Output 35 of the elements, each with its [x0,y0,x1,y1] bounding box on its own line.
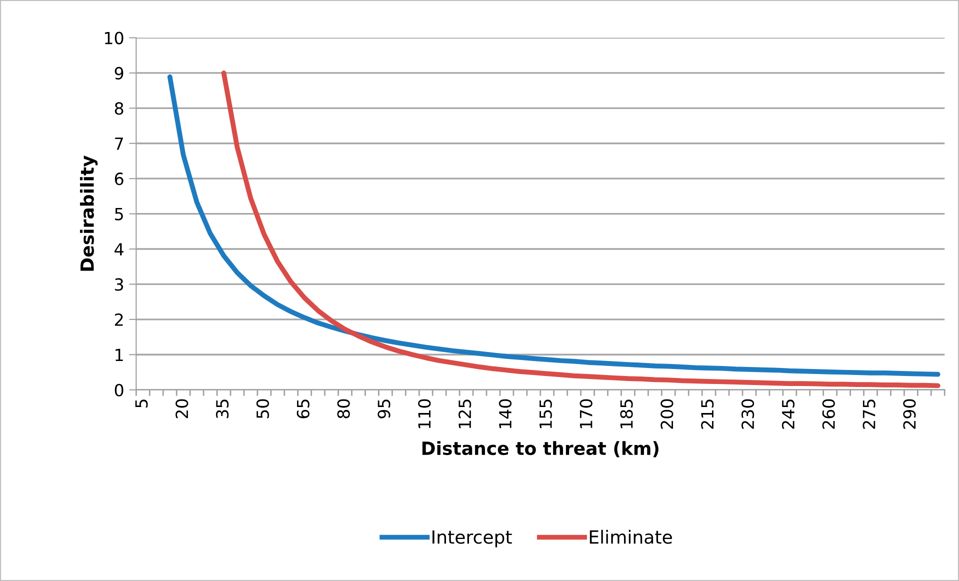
x-tick-label: 155 [540,400,552,428]
x-tick-label: 275 [862,400,876,429]
x-tick-label: 35 [216,400,229,418]
y-tick-label: 6 [114,172,124,186]
y-tick-label: 8 [114,102,124,115]
x-tick-label: 290 [903,399,916,429]
x-tick-label: 80 [337,399,350,418]
x-tick-label: 50 [256,399,270,418]
x-tick-label: 20 [176,399,188,418]
x-tick-label: 200 [660,399,674,429]
x-tick-label: 230 [741,399,754,429]
x-tick-label: 125 [458,400,472,428]
y-axis-title: Desirability [80,156,98,271]
x-tick-label: 215 [701,400,714,429]
y-tick-label: 3 [115,278,124,291]
x-tick-label: 5 [135,400,148,408]
legend-label: Eliminate [590,530,672,544]
x-tick-label: 95 [378,400,390,418]
x-tick-label: 110 [418,399,431,428]
y-tick-label: 5 [115,208,123,220]
x-axis-title: Distance to threat (km) [422,441,658,458]
y-tick-label: 2 [114,313,123,326]
x-tick-label: 185 [620,400,633,428]
x-tick-label: 170 [580,399,592,428]
y-tick-label: 0 [114,384,124,396]
x-tick-label: 140 [498,399,512,428]
x-tick-label: 65 [296,400,310,418]
y-tick-label: 9 [114,66,124,80]
x-tick-label: 260 [822,399,835,429]
x-tick-label: 245 [782,400,794,429]
y-tick-label: 10 [104,32,124,44]
y-tick-label: 1 [116,348,123,361]
y-tick-label: 4 [114,243,124,256]
legend-label: Intercept [432,530,512,548]
y-tick-label: 7 [115,138,123,150]
